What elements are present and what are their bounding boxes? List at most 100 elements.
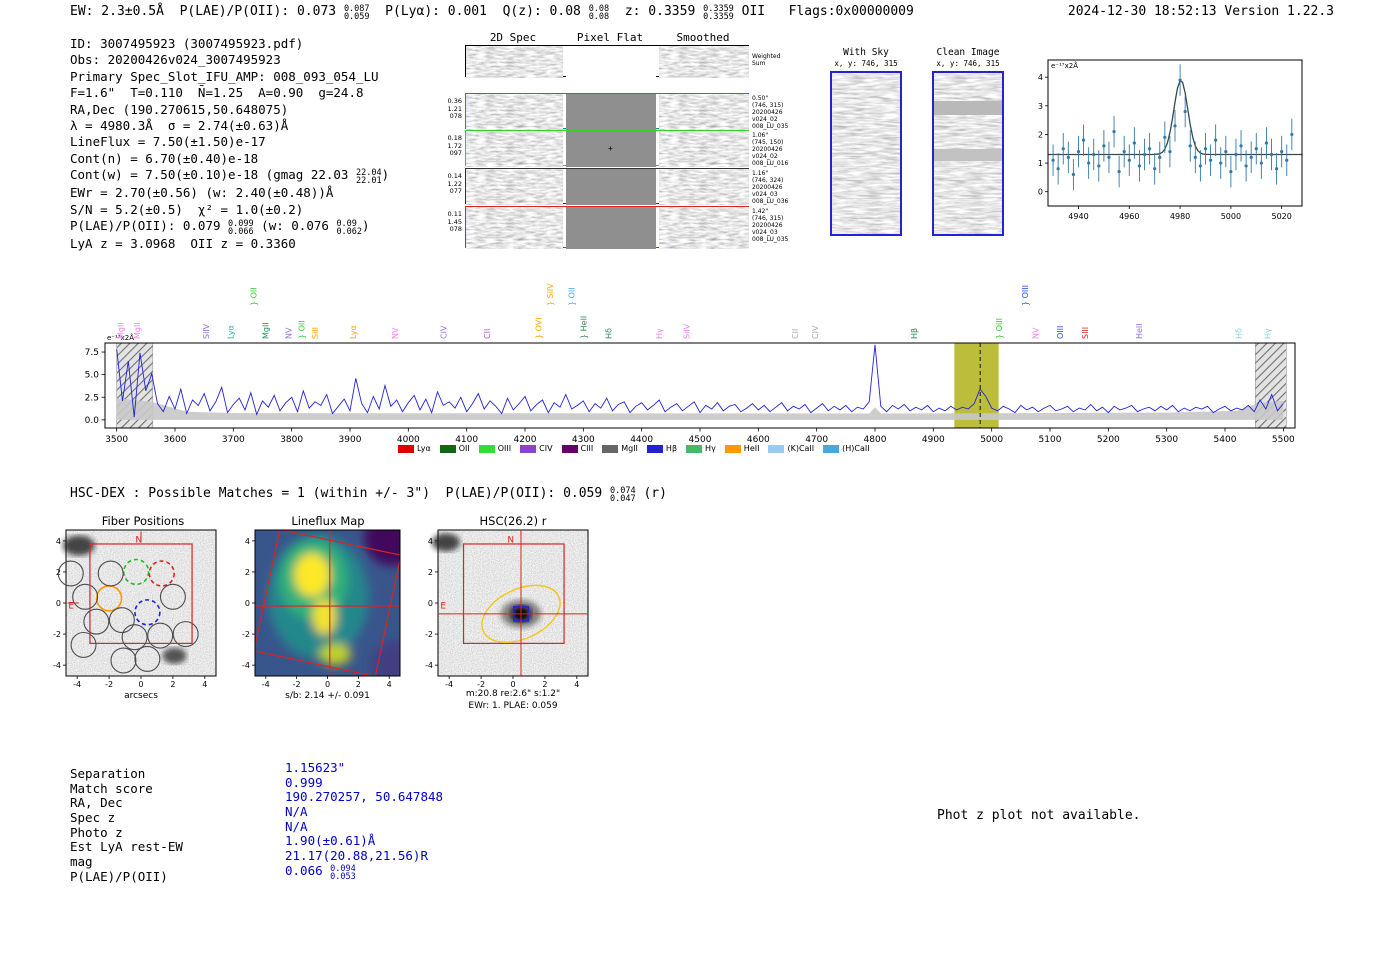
- stacked-limits: 0.074 0.047: [610, 486, 636, 504]
- spec2d-row-right-labels: Weighted Sum: [752, 53, 781, 67]
- hsc-xlabel: m:20.8 re:2.6" s:1.2": [466, 689, 560, 699]
- legend-item: Hβ: [646, 444, 677, 453]
- spec2d-row-right-labels: 1.16" (746, 324) 20200426 v024_03 008_LU_036: [752, 170, 789, 205]
- info-line: Obs: 20200426v024_3007495923: [70, 52, 281, 68]
- spec2d-cell: [566, 169, 656, 205]
- stacked-limits: 0.087 0.059: [343, 4, 370, 22]
- emission-label: CIV: [439, 325, 448, 339]
- svg-text:1: 1: [1038, 159, 1043, 168]
- legend-swatch: [520, 444, 537, 453]
- svg-text:5.0: 5.0: [85, 371, 100, 381]
- match-row-label: Match score: [70, 780, 153, 796]
- svg-text:7.5: 7.5: [85, 348, 99, 358]
- emission-label: Hγ: [655, 328, 664, 339]
- svg-text:2: 2: [428, 568, 433, 577]
- legend-item: OIII: [478, 444, 511, 453]
- spec2d-cell: [566, 94, 656, 130]
- legend-swatch: [478, 444, 495, 453]
- ifu-outline: [89, 543, 193, 644]
- emission-label: } OII: [250, 287, 259, 306]
- svg-text:-4: -4: [73, 680, 81, 689]
- stacked-limits: 0.3359 0.3359: [703, 4, 734, 22]
- match-table-row: Match score 0.999: [70, 775, 323, 796]
- emission-label: CII: [791, 329, 800, 339]
- lineflux-xlabel: s/b: 2.14 +/- 0.091: [285, 691, 370, 701]
- svg-text:3800: 3800: [280, 435, 303, 445]
- spectrum-units-label: e⁻¹⁷x2Å: [107, 333, 134, 342]
- info-line: LyA z = 3.0968 OII z = 0.3360: [70, 236, 296, 252]
- lineflux-map-panel: -4 -4 -2 -2 0 0 2 2 4 4 s/b: 2.14 +/- 0.091: [242, 529, 401, 701]
- legend-item: Hγ: [686, 444, 716, 453]
- inset-units-label: e⁻¹⁷x2Å: [1051, 61, 1078, 70]
- ifu-outline: [462, 543, 565, 644]
- match-row-value: 0.066 0.094 0.053: [285, 862, 356, 882]
- compass-north-label: N: [135, 535, 142, 545]
- clean-image-coords: x, y: 746, 315: [936, 59, 1000, 68]
- info-line: LineFlux = 7.50(±1.50)e-17: [70, 134, 266, 150]
- emission-label: Lyα: [349, 325, 358, 339]
- info-line: S/N = 5.2(±0.5) χ² = 1.0(±0.2): [70, 201, 304, 217]
- svg-text:-2: -2: [105, 680, 113, 689]
- fiber-circle: [108, 607, 135, 634]
- svg-text:4: 4: [202, 680, 207, 689]
- spec2d-col-title: Pixel Flat: [576, 31, 644, 44]
- spec2d-row: [465, 206, 749, 249]
- spec2d-cell: [659, 207, 749, 249]
- fiber-circle: [147, 622, 174, 649]
- fiber-positions-title: Fiber Positions: [101, 514, 185, 528]
- spec2d-row: [465, 168, 749, 205]
- emission-label: Hγ: [1264, 328, 1273, 339]
- match-table-row: RA, Dec 190.270257, 50.647848: [70, 789, 443, 811]
- match-row-label: Separation: [70, 766, 146, 781]
- spec2d-cell: [566, 46, 656, 78]
- legend-swatch: [724, 444, 741, 453]
- with-sky-coords: x, y: 746, 315: [834, 59, 898, 68]
- svg-text:2: 2: [170, 680, 175, 689]
- fiber-circle: [72, 583, 99, 610]
- svg-text:5400: 5400: [1214, 435, 1237, 445]
- emission-label: NV: [1031, 327, 1040, 339]
- emission-label: } SiIV: [546, 283, 555, 306]
- legend-swatch: [439, 444, 456, 453]
- spec2d-cell: [659, 169, 749, 205]
- legend-swatch: [398, 444, 414, 453]
- svg-text:4900: 4900: [922, 435, 945, 445]
- compass-east-label: E: [440, 601, 446, 611]
- emission-label: NV: [391, 327, 400, 339]
- svg-text:5300: 5300: [1155, 435, 1178, 445]
- spec2d-cell: [466, 131, 563, 167]
- match-table-row: Est LyA rest-EW 1.90(±0.61)Å: [70, 833, 375, 855]
- svg-text:4700: 4700: [805, 435, 828, 445]
- spec2d-row: [465, 93, 749, 130]
- with-sky-image: [830, 71, 902, 236]
- stacked-limits: 0.08 0.08: [588, 4, 610, 22]
- match-table-row: P(LAE)/P(OII) 0.066 0.094 0.053: [70, 863, 356, 884]
- spec2d-row-left-labels: 0.14 1.22 077: [447, 172, 462, 195]
- match-row-label: RA, Dec: [70, 795, 123, 811]
- emission-label: Lyα: [226, 325, 235, 339]
- emission-label: OIII: [1056, 326, 1065, 339]
- match-row-label: Est LyA rest-EW: [70, 839, 183, 855]
- spec2d-row: [465, 45, 749, 78]
- spec2d-cell: [659, 46, 749, 78]
- spec2d-cell: [466, 46, 563, 78]
- fiber-circle: [121, 624, 148, 651]
- emission-label: Hδ: [604, 328, 613, 339]
- with-sky-title: With Sky: [843, 47, 889, 58]
- compass-east-label: E: [68, 601, 74, 611]
- info-line: Primary Spec_Slot_IFU_AMP: 008_093_054_L…: [70, 68, 379, 84]
- compass-north-label: N: [507, 535, 514, 545]
- svg-text:4: 4: [428, 537, 433, 546]
- svg-text:0: 0: [325, 680, 330, 689]
- emission-label: CIV: [811, 325, 820, 339]
- legend-item: MgII: [602, 444, 638, 453]
- emission-label: MgII: [261, 322, 270, 339]
- fiber-xlabel: arcsecs: [124, 691, 158, 701]
- svg-text:-4: -4: [242, 661, 250, 670]
- spectrum-trace: [116, 344, 1284, 418]
- svg-text:0: 0: [138, 680, 143, 689]
- fiber-center-marker: +: [608, 144, 613, 153]
- match-row-value: 1.90(±0.61)Å: [285, 833, 376, 849]
- photz-note: Phot z plot not available.: [937, 808, 1141, 823]
- spec2d-cell: [659, 94, 749, 130]
